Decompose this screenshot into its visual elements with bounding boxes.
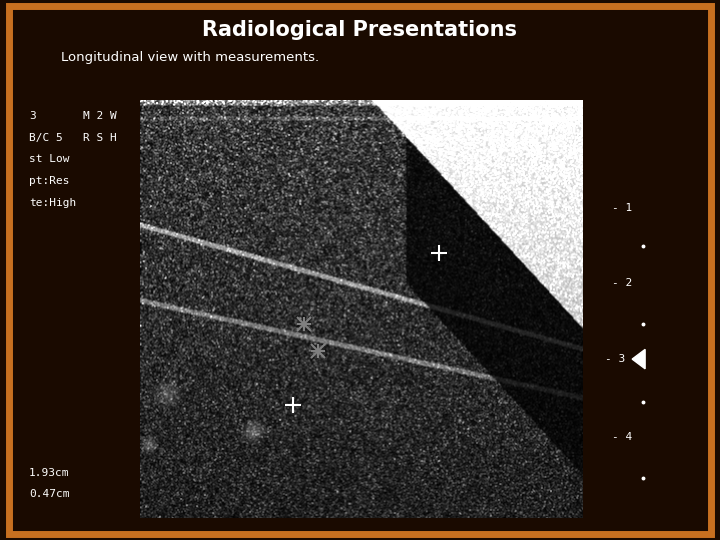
Text: - 2: - 2 (612, 279, 632, 288)
Text: Longitudinal view with measurements.: Longitudinal view with measurements. (61, 51, 320, 64)
Text: st Low: st Low (29, 154, 69, 164)
Text: - 3: - 3 (605, 354, 625, 364)
Text: te:High: te:High (29, 198, 76, 207)
Text: 1.93cm: 1.93cm (29, 468, 69, 477)
Text: ATL: ATL (205, 102, 222, 112)
Text: - 4: - 4 (612, 433, 632, 442)
Text: - 1: - 1 (612, 203, 632, 213)
Text: B/C 5: B/C 5 (29, 133, 63, 143)
Text: R S H: R S H (83, 133, 117, 143)
Text: Radiological Presentations: Radiological Presentations (202, 19, 518, 40)
Text: M 2 W: M 2 W (83, 111, 117, 121)
Text: 0.47cm: 0.47cm (29, 489, 69, 499)
Text: pt:Res: pt:Res (29, 176, 69, 186)
Polygon shape (632, 349, 645, 369)
Text: 3: 3 (29, 111, 35, 121)
